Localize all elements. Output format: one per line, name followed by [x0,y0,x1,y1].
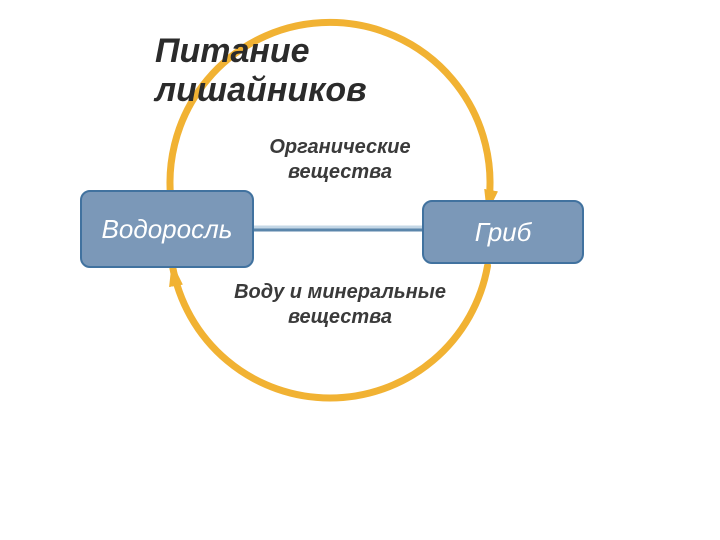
node-algae: Водоросль [80,190,254,268]
diagram-title: Питание лишайников [155,32,455,110]
label-organic-substances: Органические вещества [240,135,440,185]
diagram-stage: Питание лишайников Водоросль Гриб Органи… [0,0,720,540]
node-fungus: Гриб [422,200,584,264]
label-water-minerals: Воду и минеральные вещества [228,280,452,330]
node-fungus-label: Гриб [475,218,532,247]
node-algae-label: Водоросль [102,215,233,244]
connector-bar [250,227,422,230]
